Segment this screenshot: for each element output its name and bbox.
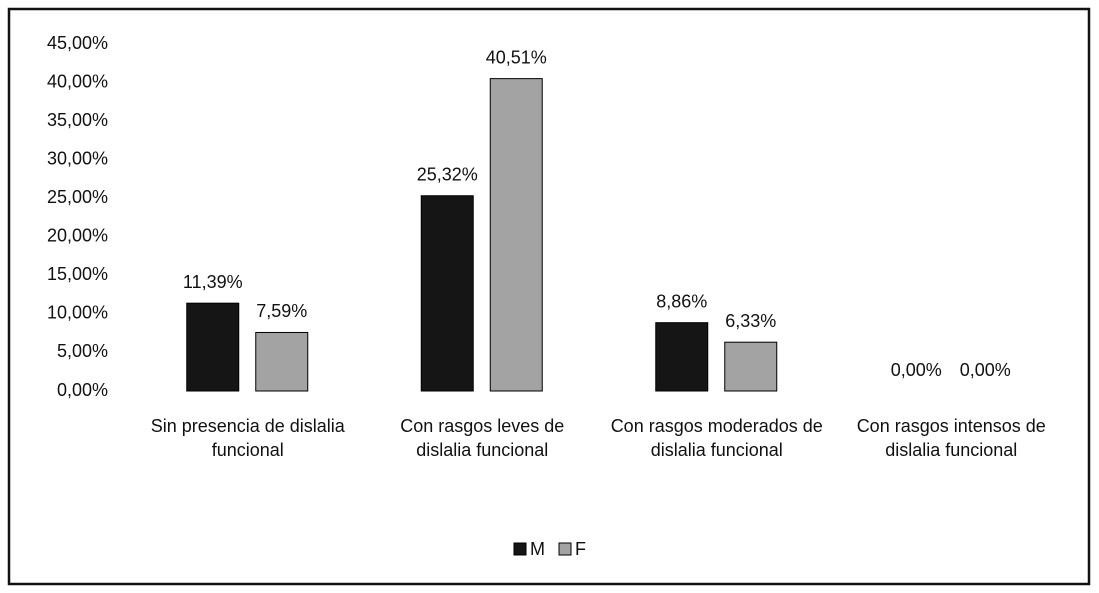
y-tick-label: 0,00% bbox=[57, 380, 108, 400]
bar bbox=[655, 322, 709, 392]
bar bbox=[186, 302, 240, 392]
y-tick-label: 5,00% bbox=[57, 341, 108, 361]
data-label: 7,59% bbox=[256, 301, 307, 321]
y-tick-label: 30,00% bbox=[47, 148, 108, 168]
bar bbox=[255, 331, 309, 392]
y-tick-label: 20,00% bbox=[47, 226, 108, 246]
y-tick-label: 10,00% bbox=[47, 303, 108, 323]
data-label: 8,86% bbox=[656, 291, 707, 311]
data-label: 0,00% bbox=[960, 360, 1011, 380]
bar bbox=[724, 341, 778, 392]
data-label: 25,32% bbox=[417, 165, 478, 185]
data-label: 6,33% bbox=[725, 311, 776, 331]
y-tick-label: 35,00% bbox=[47, 110, 108, 130]
x-tick-label: Con rasgos moderados de dislalia funcion… bbox=[610, 416, 823, 460]
bar bbox=[420, 195, 474, 392]
y-tick-label: 15,00% bbox=[47, 264, 108, 284]
chart-border bbox=[7, 7, 1091, 586]
x-tick-label: Sin presencia de dislalia funcional bbox=[150, 416, 345, 460]
x-tick-label: Con rasgos intensos de dislalia funciona… bbox=[856, 416, 1046, 460]
legend-label: F bbox=[575, 539, 586, 559]
legend-label: M bbox=[530, 539, 545, 559]
y-tick-label: 45,00% bbox=[47, 33, 108, 53]
x-tick-label: Con rasgos leves de dislalia funcional bbox=[400, 416, 565, 460]
legend-swatch bbox=[513, 542, 527, 556]
y-tick-label: 25,00% bbox=[47, 187, 108, 207]
data-label: 40,51% bbox=[486, 47, 547, 67]
y-tick-label: 40,00% bbox=[47, 71, 108, 91]
legend-swatch bbox=[558, 542, 572, 556]
data-label: 11,39% bbox=[183, 272, 243, 292]
data-label: 0,00% bbox=[891, 360, 942, 380]
bar bbox=[489, 78, 543, 392]
